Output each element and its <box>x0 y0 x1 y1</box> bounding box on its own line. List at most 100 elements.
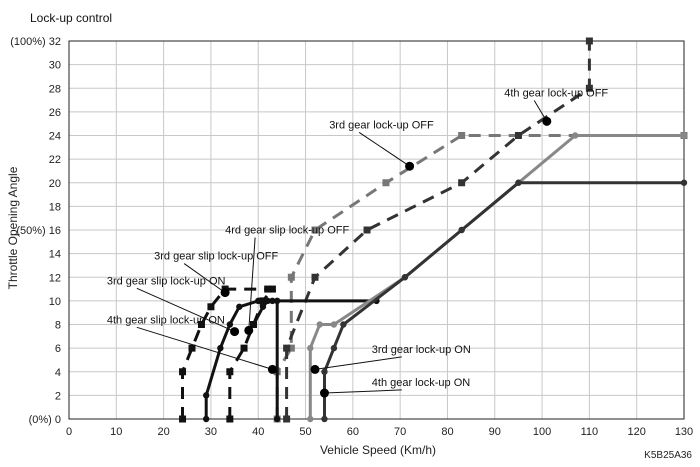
y-tick-label: (50%) 16 <box>16 225 61 237</box>
figure-code: K5B25A36 <box>644 450 692 461</box>
data-point <box>217 344 224 352</box>
x-tick-label: 30 <box>205 426 217 438</box>
data-point <box>240 344 248 352</box>
data-point <box>226 368 234 376</box>
x-tick-label: 60 <box>347 426 359 438</box>
annotation-leader <box>248 237 256 331</box>
annotation-marker <box>405 161 415 171</box>
annotation: 4rd gear slip lock-up OFF <box>225 225 349 335</box>
data-point <box>207 303 215 311</box>
y-tick-label: 6 <box>55 343 61 355</box>
annotation: 4th gear lock-up ON <box>319 377 470 398</box>
data-point <box>264 297 271 305</box>
y-tick-label: (0%) 0 <box>29 414 61 426</box>
data-point <box>585 84 593 92</box>
data-point <box>321 368 328 375</box>
data-point <box>311 273 319 281</box>
data-point <box>458 132 466 139</box>
annotation-label: 4th gear slip lock-up ON <box>107 314 225 326</box>
data-point <box>363 226 371 234</box>
data-point <box>226 415 234 423</box>
y-tick-label: 12 <box>49 272 61 284</box>
data-point <box>179 415 187 423</box>
data-point <box>571 132 579 139</box>
annotation-marker <box>542 116 552 126</box>
data-point <box>255 297 262 305</box>
annotation-label: 3rd gear lock-up ON <box>372 344 471 356</box>
data-point <box>311 226 319 234</box>
y-tick-label: 8 <box>55 320 61 332</box>
data-point <box>269 297 276 305</box>
data-point <box>259 303 267 310</box>
data-point <box>283 415 291 423</box>
data-point <box>458 179 466 187</box>
annotation: 3rd gear slip lock-up OFF <box>154 251 279 298</box>
y-tick-label: 26 <box>49 107 61 119</box>
x-tick-label: 110 <box>581 426 599 438</box>
y-tick-label: 24 <box>49 131 61 143</box>
data-point <box>197 321 205 328</box>
data-point <box>226 321 234 328</box>
data-point <box>273 415 281 423</box>
x-tick-label: 0 <box>66 426 72 438</box>
data-point <box>202 392 210 399</box>
y-tick-label: 22 <box>49 154 61 166</box>
x-tick-label: 130 <box>675 426 693 438</box>
data-point <box>515 179 522 186</box>
x-tick-label: 20 <box>157 426 169 438</box>
data-point <box>680 132 688 139</box>
annotation-marker <box>244 325 254 335</box>
data-point <box>188 344 196 352</box>
data-point <box>382 179 390 187</box>
data-point <box>316 321 323 328</box>
y-tick-label: (100%) 32 <box>10 36 61 48</box>
annotation-label: 3rd gear lock-up OFF <box>329 119 434 131</box>
x-axis-title: Vehicle Speed (Km/h) <box>320 443 436 457</box>
x-tick-label: 90 <box>489 426 501 438</box>
annotation-leader <box>183 263 226 294</box>
series-line <box>275 134 684 419</box>
data-point <box>330 344 338 352</box>
data-point <box>307 415 314 423</box>
data-point <box>514 132 522 139</box>
annotation: 3rd gear slip lock-up ON <box>107 275 240 337</box>
annotation: 4th gear lock-up OFF <box>504 88 608 126</box>
annotation-marker <box>319 388 329 398</box>
annotation-leader <box>358 131 410 167</box>
annotation-label: 4th gear lock-up ON <box>372 377 470 389</box>
data-point <box>287 273 295 281</box>
series-line <box>285 41 591 419</box>
annotation-label: 3rd gear slip lock-up OFF <box>154 251 278 263</box>
x-tick-label: 80 <box>441 426 453 438</box>
data-point <box>250 321 257 328</box>
data-point <box>273 297 281 305</box>
annotation-leader <box>136 326 273 370</box>
series-1 <box>283 37 593 423</box>
data-point <box>287 344 295 352</box>
x-tick-label: 50 <box>299 426 311 438</box>
annotation: 4th gear slip lock-up ON <box>107 314 277 374</box>
x-tick-label: 40 <box>252 426 264 438</box>
y-tick-label: 10 <box>49 296 61 308</box>
data-point <box>264 285 272 293</box>
annotation-label: 4th gear lock-up OFF <box>504 88 608 100</box>
annotation: 3rd gear lock-up OFF <box>329 119 434 171</box>
x-tick-label: 70 <box>394 426 406 438</box>
data-point <box>401 274 409 281</box>
annotation-marker <box>230 327 240 337</box>
data-point <box>283 344 291 352</box>
annotation-label: 4rd gear slip lock-up OFF <box>225 225 349 237</box>
y-tick-label: 4 <box>55 367 61 379</box>
annotation-marker <box>310 364 320 374</box>
data-point <box>330 321 338 328</box>
annotation-leader <box>136 287 235 333</box>
y-axis-title: Throttle Opening Angle <box>6 166 20 289</box>
annotation-leader <box>324 389 402 394</box>
data-point <box>236 303 243 310</box>
x-tick-label: 100 <box>533 426 551 438</box>
y-tick-label: 30 <box>49 60 61 72</box>
y-tick-label: 2 <box>55 390 61 402</box>
data-point <box>680 179 688 186</box>
